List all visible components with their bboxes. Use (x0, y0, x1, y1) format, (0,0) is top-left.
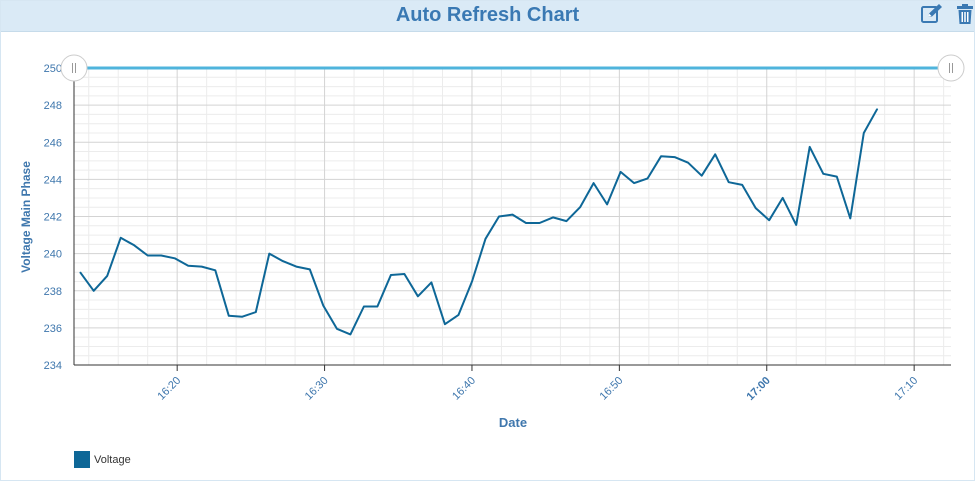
data-point (268, 253, 270, 255)
data-point (430, 281, 432, 283)
data-point (160, 254, 162, 256)
series-line-voltage (79, 108, 879, 336)
data-point (390, 274, 392, 276)
y-tick-label: 246 (44, 137, 62, 149)
data-point (687, 162, 689, 164)
data-point (147, 254, 149, 256)
x-tick-label: 17:10 (892, 375, 920, 403)
data-point (457, 314, 459, 316)
data-point (755, 207, 757, 209)
data-point (795, 224, 797, 226)
data-point (728, 181, 730, 183)
panel-header: Auto Refresh Chart (1, 1, 974, 32)
data-point (484, 238, 486, 240)
data-point (282, 260, 284, 262)
handle-knob (937, 54, 965, 82)
x-tick-label: 16:50 (598, 375, 626, 403)
data-point (498, 216, 500, 217)
data-point (809, 146, 811, 148)
y-tick-label: 244 (44, 174, 62, 186)
y-tick-label: 248 (44, 100, 62, 112)
data-point (714, 153, 716, 155)
range-slider[interactable] (60, 54, 965, 82)
y-tick-label: 238 (44, 286, 62, 298)
data-point (93, 290, 95, 292)
y-tick-label: 240 (44, 249, 62, 261)
data-point (403, 273, 405, 275)
data-point (552, 216, 554, 218)
data-point (201, 266, 203, 268)
data-point (822, 173, 824, 175)
legend-swatch (74, 451, 90, 468)
data-point (471, 280, 473, 282)
data-point (106, 275, 108, 277)
data-point (214, 269, 216, 271)
x-axis-title: Date (499, 415, 527, 430)
data-point (782, 197, 784, 199)
data-point (768, 219, 770, 221)
data-point (512, 214, 513, 216)
data-point (255, 311, 257, 313)
data-point (741, 184, 743, 186)
data-point (295, 266, 297, 268)
data-point (322, 305, 324, 307)
data-point (579, 206, 581, 208)
y-tick-label: 242 (44, 212, 62, 224)
data-point (647, 177, 649, 179)
x-tick-label: 17:00 (744, 375, 772, 403)
y-axis-title: Voltage Main Phase (19, 161, 33, 273)
edit-icon[interactable] (920, 3, 944, 25)
x-tick-label: 16:20 (155, 375, 183, 403)
data-point (701, 175, 703, 177)
handle-knob (60, 54, 88, 82)
trash-icon[interactable] (956, 3, 974, 25)
data-point (660, 155, 662, 157)
data-point (620, 171, 622, 173)
data-point (363, 306, 365, 308)
y-tick-label: 236 (44, 323, 62, 335)
data-point (376, 306, 378, 308)
range-handle-right[interactable] (937, 54, 965, 82)
data-point (566, 220, 568, 222)
data-point (593, 182, 595, 184)
legend-item-voltage[interactable]: Voltage (74, 451, 131, 468)
panel-title: Auto Refresh Chart (395, 4, 580, 26)
legend-label: Voltage (94, 453, 131, 466)
data-point (349, 333, 351, 335)
data-point (606, 203, 608, 205)
data-point (876, 108, 878, 110)
data-point (309, 268, 311, 270)
x-tick-label: 16:30 (303, 375, 331, 403)
range-handle-left[interactable] (60, 54, 88, 82)
data-point (674, 156, 676, 158)
data-point (336, 328, 338, 330)
data-point (633, 182, 635, 184)
grid (74, 67, 951, 366)
data-point (836, 176, 838, 178)
series-voltage (79, 108, 879, 336)
data-point (79, 271, 81, 273)
y-tick-label: 250 (44, 63, 62, 75)
data-point (174, 257, 176, 259)
data-point (849, 217, 851, 219)
data-point (525, 222, 527, 224)
x-tick-label: 16:40 (450, 375, 478, 403)
y-tick-label: 234 (44, 360, 62, 372)
data-point (187, 265, 189, 267)
data-point (863, 132, 865, 134)
data-point (417, 295, 419, 297)
data-point (444, 323, 446, 325)
data-point (133, 244, 135, 246)
data-point (120, 237, 122, 239)
data-point (228, 315, 230, 317)
data-point (241, 316, 243, 318)
data-point (539, 222, 541, 224)
